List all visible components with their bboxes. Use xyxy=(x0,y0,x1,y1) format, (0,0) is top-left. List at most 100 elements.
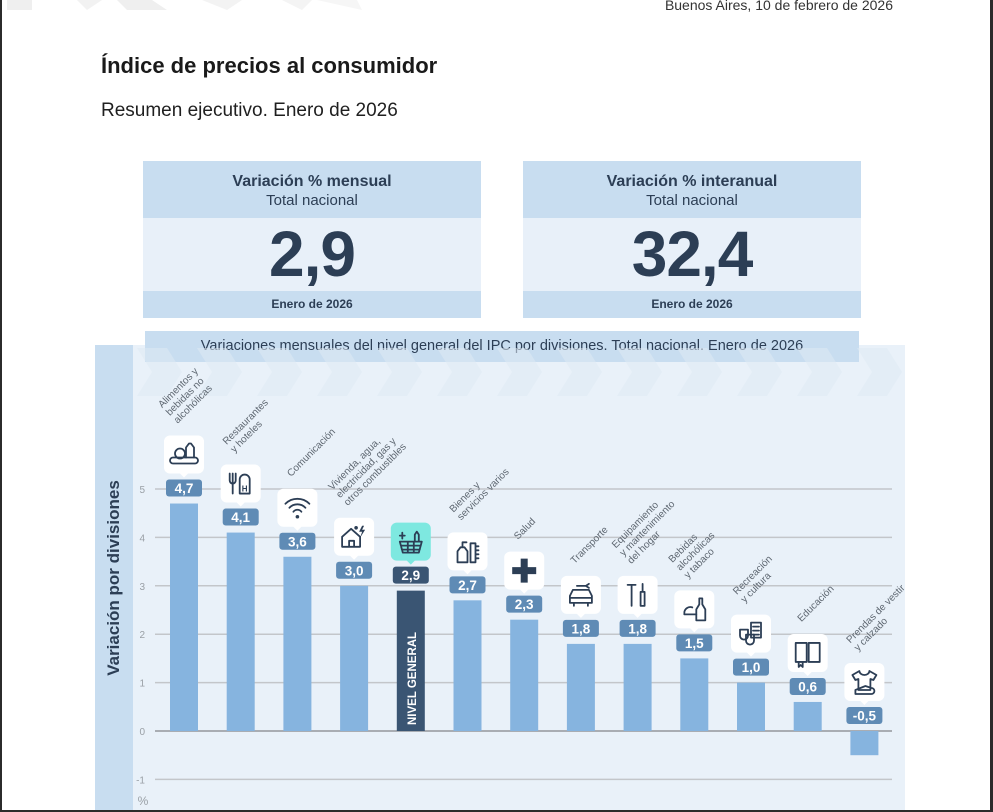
tools-icon-part xyxy=(639,582,646,607)
food-icon xyxy=(169,442,199,465)
category-label-line: Transporte xyxy=(569,524,611,566)
header-decoration xyxy=(7,0,362,10)
value-label-box xyxy=(336,561,373,579)
bar xyxy=(170,503,198,731)
icon-box xyxy=(560,575,601,614)
pattern-chevron xyxy=(437,348,482,396)
icon-box-pointer xyxy=(349,554,360,560)
value-label: 0,6 xyxy=(798,679,817,694)
category-label: Bebidasalcohólicasy tabaco xyxy=(667,523,725,581)
value-label: 1,5 xyxy=(685,636,704,651)
icon-box xyxy=(334,517,375,556)
category-label: Prendas de vestiry calzado xyxy=(845,582,916,653)
page-title: Índice de precios al consumidor xyxy=(101,53,438,78)
bar xyxy=(566,643,595,731)
card-title: Variación % interanual xyxy=(606,173,778,190)
card-header: Variación % interanual Total nacional xyxy=(523,161,861,218)
icon-box-pointer xyxy=(575,612,586,618)
value-label: 1,8 xyxy=(628,621,647,636)
tools-icon-part xyxy=(626,583,637,607)
bar xyxy=(737,682,765,731)
icon-box-pointer xyxy=(235,501,246,507)
food-icon-part xyxy=(174,447,186,460)
category-label: Vivienda, agua,electricidad, gas yotros … xyxy=(327,426,409,508)
theater-masks-icon-tile xyxy=(731,614,771,657)
pattern-chevron xyxy=(137,348,182,396)
wifi-icon-part xyxy=(288,503,307,509)
card-footer: Enero de 2026 xyxy=(143,291,481,318)
car-icon-part xyxy=(576,582,590,589)
bar xyxy=(453,600,482,731)
value-label-box xyxy=(789,677,826,695)
value-label-box xyxy=(392,566,429,584)
icon-box-pointer xyxy=(292,525,303,531)
value-label-box xyxy=(619,619,656,637)
category-label: Transporte xyxy=(569,524,611,566)
y-tick-label: 3 xyxy=(139,582,145,593)
icon-box xyxy=(617,575,658,614)
icon-box xyxy=(844,663,885,701)
y-tick-label: 0 xyxy=(139,727,145,738)
book-icon-tile xyxy=(787,633,828,676)
y-axis-band xyxy=(95,345,133,810)
bottle-icon-part xyxy=(683,606,698,616)
house-utilities-icon-part xyxy=(341,527,361,548)
category-label-line: Salud xyxy=(512,516,538,542)
restaurant-hotel-icon: H xyxy=(228,472,251,495)
pattern-chevron xyxy=(857,348,902,396)
wifi-icon-part xyxy=(292,508,303,513)
clothing-icon-part xyxy=(854,685,876,695)
bar xyxy=(850,731,879,756)
tools-icon-tile xyxy=(617,575,658,618)
dateline: Buenos Aires, 10 de febrero de 2026 xyxy=(664,0,893,13)
card-header: Variación % mensual Total nacional xyxy=(143,161,481,218)
category-label-line: Educación xyxy=(796,584,837,625)
value-label: 2,3 xyxy=(515,597,534,612)
car-icon xyxy=(569,582,593,607)
icon-box xyxy=(220,464,261,503)
wifi-icon-part xyxy=(284,497,311,505)
icon-box-pointer xyxy=(462,569,473,575)
page-subtitle: Resumen ejecutivo. Enero de 2026 xyxy=(101,100,398,121)
pattern-chevron xyxy=(497,348,542,396)
bar xyxy=(396,590,425,731)
restaurant-hotel-icon-part xyxy=(228,472,237,495)
toiletries-icon-tile xyxy=(447,532,488,575)
theater-masks-icon-part xyxy=(739,628,749,641)
chart-title: Variaciones mensuales del nivel general … xyxy=(145,331,859,362)
value-label: 3,0 xyxy=(345,563,364,578)
wifi-dot xyxy=(295,514,300,519)
bar xyxy=(340,585,369,731)
category-label: Comunicación xyxy=(285,427,338,480)
drop xyxy=(354,526,358,530)
hotel-h: H xyxy=(242,485,248,494)
yearly-variation-card: Variación % interanual Total nacional 32… xyxy=(523,161,861,318)
category-label: Salud xyxy=(512,516,538,542)
bar xyxy=(510,619,539,731)
clothing-icon-tile xyxy=(844,663,885,705)
value-label-box xyxy=(846,707,883,724)
pattern-chevron xyxy=(677,348,722,396)
bar xyxy=(283,556,312,731)
background-pattern xyxy=(137,348,902,396)
category-label: Recreacióny cultura xyxy=(731,554,782,605)
toiletries-icon xyxy=(456,541,480,564)
card-value: 32,4 xyxy=(523,218,861,291)
basket-icon-tile xyxy=(390,522,431,565)
value-label-box xyxy=(279,532,316,550)
book-icon xyxy=(794,642,821,668)
pattern-chevron xyxy=(617,348,662,396)
basket-icon-part xyxy=(398,540,423,554)
house-utilities-icon-tile xyxy=(334,517,375,560)
restaurant-hotel-icon-tile: H xyxy=(220,464,261,507)
icon-box-pointer xyxy=(519,588,530,594)
category-label: Bienes yservicios varios xyxy=(448,459,512,523)
y-tick-label: -1 xyxy=(136,775,145,786)
icon-box-pointer xyxy=(802,670,813,676)
y-tick-label: 4 xyxy=(139,533,145,544)
wifi-icon-tile xyxy=(277,488,318,531)
icon-box-pointer xyxy=(689,627,700,633)
value-label: 4,7 xyxy=(175,481,194,496)
icon-box xyxy=(787,633,828,672)
value-label-box xyxy=(562,619,599,637)
